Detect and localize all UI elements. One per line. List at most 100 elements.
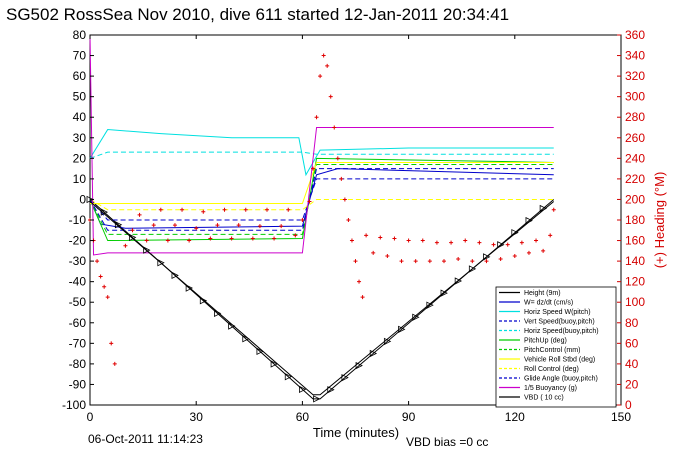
- heading-point: [399, 259, 404, 264]
- height-marker: [483, 253, 491, 261]
- heading-point: [491, 242, 496, 247]
- heading-point: [357, 279, 362, 284]
- height-marker: [511, 229, 519, 237]
- heading-point: [551, 207, 556, 212]
- legend-label: Vehicle Roll Stbd (deg): [524, 357, 595, 364]
- height-marker: [284, 373, 293, 381]
- x-tick-label: 120: [505, 410, 525, 424]
- heading-point: [519, 240, 524, 245]
- heading-point: [311, 166, 316, 171]
- heading-point: [353, 259, 358, 264]
- series-line-10: [89, 168, 554, 231]
- height-marker: [454, 277, 463, 285]
- heading-point: [265, 207, 269, 212]
- height-marker: [313, 395, 321, 403]
- series-line-6: [89, 157, 554, 242]
- y-tick-label: 10: [73, 172, 87, 186]
- y-tick-label: 70: [73, 49, 87, 63]
- y-tick-label: -70: [69, 336, 87, 350]
- heading-point: [112, 361, 117, 366]
- legend-label: Glide Angle (buoy,pitch): [524, 376, 598, 383]
- height-marker: [497, 241, 505, 249]
- right-tick-label: 300: [625, 90, 645, 104]
- height-marker: [539, 204, 548, 213]
- x-tick-label: 30: [190, 410, 204, 424]
- right-tick-label: 20: [625, 377, 639, 391]
- y-tick-label: -50: [69, 295, 87, 309]
- legend-label: W= dz/dt (cm/s): [524, 300, 573, 307]
- heading-point: [236, 223, 241, 228]
- heading-point: [449, 240, 454, 245]
- heading-point: [484, 259, 489, 264]
- y-tick-label: 30: [73, 131, 87, 145]
- y-tick-label: 80: [73, 28, 87, 42]
- height-marker: [114, 221, 123, 229]
- height-marker: [468, 265, 477, 273]
- heading-point: [534, 238, 539, 243]
- height-marker: [143, 246, 151, 254]
- right-tick-label: 260: [625, 131, 645, 145]
- height-marker: [327, 386, 335, 394]
- height-marker: [525, 216, 533, 225]
- right-tick-label: 180: [625, 213, 645, 227]
- heading-point: [293, 233, 298, 238]
- x-tick-label: 90: [402, 410, 416, 424]
- y-tick-label: 0: [79, 192, 86, 206]
- heading-point: [102, 284, 107, 289]
- x-tick-label: 60: [296, 410, 310, 424]
- height-marker: [355, 361, 363, 370]
- right-tick-label: 60: [625, 336, 639, 350]
- heading-point: [130, 228, 135, 233]
- data-layer: [86, 34, 556, 403]
- right-tick-label: 40: [625, 357, 639, 371]
- y-tick-label: -40: [69, 275, 87, 289]
- right-tick-label: 220: [625, 172, 645, 186]
- right-tick-label: 340: [625, 49, 645, 63]
- legend-label: Horiz Speed(buoy,pitch): [524, 328, 599, 335]
- series-line-5: [89, 151, 554, 159]
- heading-point: [498, 257, 503, 262]
- height-marker: [270, 360, 278, 368]
- heading-point: [548, 233, 553, 238]
- height-marker: [298, 385, 307, 393]
- height-marker: [369, 349, 378, 358]
- height-marker: [440, 289, 448, 297]
- heading-point: [105, 295, 110, 300]
- heading-point: [385, 253, 390, 258]
- heading-point: [463, 238, 468, 243]
- legend-label: Horiz Speed W(pitch): [524, 309, 591, 316]
- right-tick-label: 320: [625, 69, 645, 83]
- height-marker: [256, 347, 264, 356]
- height-marker: [171, 271, 179, 280]
- heading-point: [442, 259, 446, 264]
- right-axis-label: (+) Heading (°M): [652, 172, 667, 269]
- heading-point: [364, 233, 369, 238]
- heading-point: [406, 238, 411, 243]
- heading-point: [332, 125, 337, 130]
- height-marker: [86, 195, 94, 204]
- right-tick-label: 120: [625, 275, 645, 289]
- right-tick-label: 200: [625, 192, 645, 206]
- right-tick-label: 360: [625, 28, 645, 42]
- height-marker: [100, 208, 109, 216]
- y-tick-label: 50: [73, 90, 87, 104]
- series-line-11: [89, 34, 554, 256]
- heading-point: [392, 236, 397, 241]
- heading-point: [98, 274, 103, 279]
- height-marker: [199, 297, 208, 305]
- heading-point: [180, 207, 185, 212]
- legend-label: PitchUp (deg): [524, 338, 567, 345]
- heading-point: [208, 236, 213, 241]
- heading-point: [346, 218, 351, 222]
- legend: Height (9m) W= dz/dt (cm/s) Horiz Speed W(…: [495, 286, 617, 408]
- height-marker: [426, 301, 434, 309]
- y-tick-label: -90: [69, 377, 87, 391]
- heading-point: [222, 207, 227, 212]
- heading-point: [194, 226, 199, 231]
- footer-date: 06-Oct-2011 11:14:23: [88, 432, 203, 446]
- heading-point: [257, 224, 262, 229]
- heading-point: [151, 223, 156, 228]
- heading-point: [420, 238, 425, 243]
- y-tick-label: 60: [73, 69, 87, 83]
